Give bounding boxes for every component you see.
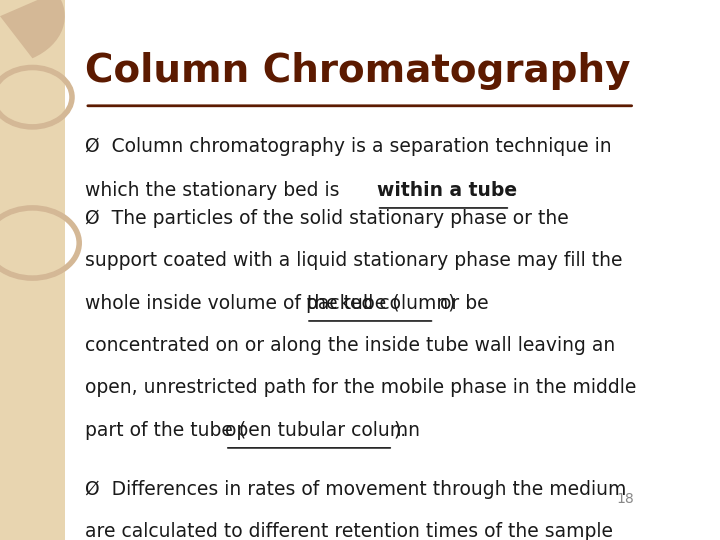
Text: part of the tube (: part of the tube ( [85,421,246,440]
Text: packed column): packed column) [306,294,456,313]
Text: .: . [510,180,516,200]
Text: or be: or be [434,294,489,313]
Text: within a tube: within a tube [377,180,517,200]
Text: Column Chromatography: Column Chromatography [85,52,631,90]
Text: which the stationary bed is: which the stationary bed is [85,180,346,200]
Text: are calculated to different retention times of the sample: are calculated to different retention ti… [85,522,613,540]
Text: ).: ). [393,421,406,440]
Text: support coated with a liquid stationary phase may fill the: support coated with a liquid stationary … [85,251,623,271]
Text: open, unrestricted path for the mobile phase in the middle: open, unrestricted path for the mobile p… [85,378,636,397]
Text: 18: 18 [617,492,634,505]
Text: open tubular column: open tubular column [225,421,420,440]
Text: Ø  The particles of the solid stationary phase or the: Ø The particles of the solid stationary … [85,209,569,228]
Text: whole inside volume of the tube (: whole inside volume of the tube ( [85,294,400,313]
Text: concentrated on or along the inside tube wall leaving an: concentrated on or along the inside tube… [85,336,616,355]
Text: Ø  Differences in rates of movement through the medium: Ø Differences in rates of movement throu… [85,480,626,499]
Text: Ø  Column chromatography is a separation technique in: Ø Column chromatography is a separation … [85,137,612,156]
